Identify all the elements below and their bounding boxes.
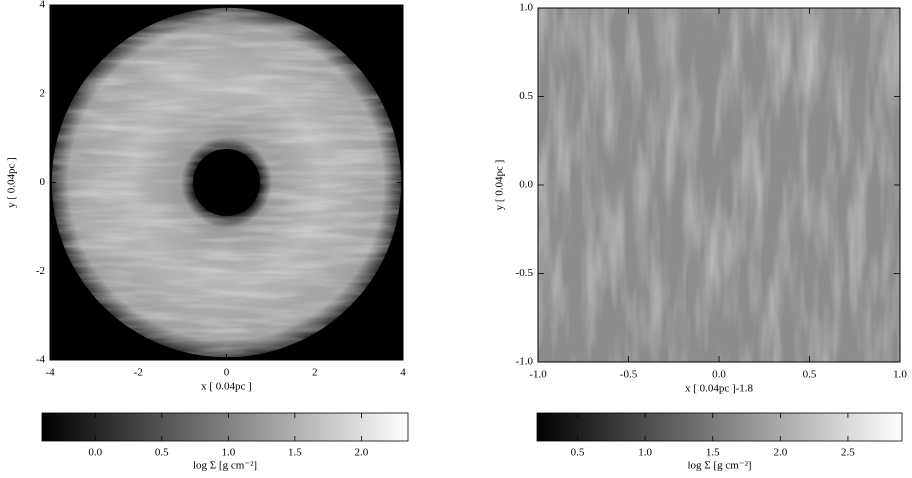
y-tick-label: -2 bbox=[36, 265, 45, 277]
colorbar bbox=[41, 412, 409, 442]
y-tick-label: 4 bbox=[40, 0, 46, 11]
colorbar bbox=[536, 412, 903, 442]
x-tick-label: 0.5 bbox=[803, 369, 817, 381]
colorbar-label: log Σ [g cm⁻²] bbox=[193, 460, 257, 472]
image-texture bbox=[538, 8, 900, 362]
colorbar-tick-label: 2.5 bbox=[841, 447, 855, 459]
x-tick-label: -2 bbox=[134, 367, 143, 379]
y-tick-label: 0.5 bbox=[519, 90, 533, 102]
x-tick-label: -4 bbox=[45, 367, 55, 379]
colorbar-tick-label: 0.0 bbox=[88, 447, 102, 459]
colorbar-tick-label: 2.0 bbox=[773, 447, 787, 459]
y-tick-label: -4 bbox=[36, 354, 46, 366]
y-tick-label: -1.0 bbox=[516, 356, 534, 368]
y-axis-label: y [ 0.04pc ] bbox=[6, 157, 18, 208]
y-tick-label: 0.0 bbox=[519, 179, 533, 191]
x-tick-label: 1.0 bbox=[893, 369, 907, 381]
y-tick-label: -0.5 bbox=[516, 267, 534, 279]
inner-hole bbox=[192, 148, 261, 217]
x-axis-label: x [ 0.04pc ]-1.8 bbox=[685, 383, 754, 395]
colorbar-tick-label: 2.0 bbox=[355, 447, 369, 459]
x-tick-label: 2 bbox=[312, 367, 318, 379]
x-tick-label: -1.0 bbox=[529, 369, 547, 381]
colorbar-tick-label: 0.5 bbox=[571, 447, 585, 459]
x-tick-label: 4 bbox=[400, 367, 406, 379]
y-tick-label: 2 bbox=[40, 87, 46, 99]
colorbar-tick-label: 1.5 bbox=[288, 447, 302, 459]
colorbar-label: log Σ [g cm⁻²] bbox=[687, 460, 751, 472]
x-tick-label: -0.5 bbox=[620, 369, 638, 381]
y-tick-label: 0 bbox=[40, 176, 46, 188]
colorbar-tick-label: 1.5 bbox=[706, 447, 720, 459]
colorbar-tick-label: 1.0 bbox=[638, 447, 652, 459]
y-axis-label: y [ 0.04pc ] bbox=[494, 160, 506, 211]
x-axis-label: x [ 0.04pc ] bbox=[201, 381, 252, 393]
x-tick-label: 0.0 bbox=[712, 369, 726, 381]
y-tick-label: 1.0 bbox=[519, 2, 533, 14]
x-tick-label: 0 bbox=[224, 367, 230, 379]
colorbar-tick-label: 1.0 bbox=[221, 447, 235, 459]
colorbar-tick-label: 0.5 bbox=[155, 447, 169, 459]
